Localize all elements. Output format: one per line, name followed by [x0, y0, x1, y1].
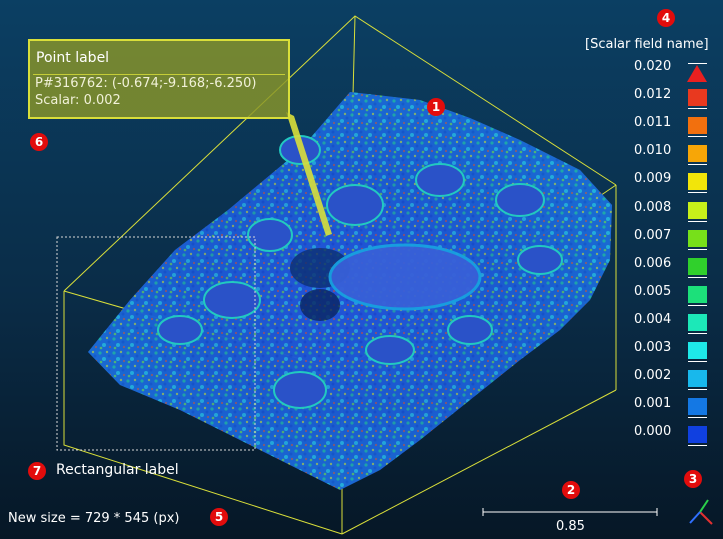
point-label-coords: P#316762: (-0.674;-9.168;-6.250) — [35, 76, 257, 91]
viewport-size-info: New size = 729 * 545 (px) — [8, 511, 180, 526]
color-scale-swatch — [688, 173, 707, 191]
badge-4: 4 — [657, 9, 675, 27]
point-label-scalar: Scalar: 0.002 — [35, 93, 121, 108]
color-scale-row: 0.004 — [0, 312, 723, 340]
color-scale-tick — [688, 136, 707, 138]
color-scale-row: 0.006 — [0, 256, 723, 284]
color-scale-row: 0.001 — [0, 396, 723, 424]
color-scale-value: 0.008 — [634, 199, 672, 215]
color-scale-value: 0.002 — [634, 368, 672, 384]
color-scale-row: 0.003 — [0, 340, 723, 368]
color-scale-value: 0.006 — [634, 255, 672, 271]
overflow-triangle-icon — [687, 65, 707, 82]
color-scale-row: 0.020 — [0, 59, 723, 87]
color-scale-value: 0.012 — [634, 87, 672, 103]
color-scale-row: 0.009 — [0, 171, 723, 199]
point-cloud — [88, 92, 612, 490]
color-scale-value: 0.003 — [634, 340, 672, 355]
color-scale-value: 0.004 — [634, 311, 672, 327]
color-scale-value: 0.005 — [634, 283, 672, 299]
color-scale-tick — [688, 304, 707, 306]
color-scale-value: 0.009 — [634, 171, 672, 187]
color-scale-swatch — [688, 285, 707, 303]
color-scale-tick — [688, 192, 707, 194]
scale-bar-value: 0.85 — [556, 519, 585, 534]
scale-bar — [482, 508, 658, 516]
color-scale-row: 0.005 — [0, 284, 723, 312]
color-scale-swatch — [688, 342, 707, 359]
color-scale-value: 0.011 — [634, 115, 672, 131]
color-scale-swatch — [688, 426, 707, 444]
point-label-separator — [33, 74, 285, 75]
color-scale-row: 0.007 — [0, 228, 723, 256]
color-scale-value: 0.001 — [634, 396, 672, 412]
color-scale-swatch — [688, 89, 707, 107]
rectangular-label-text: Rectangular label — [56, 462, 179, 478]
badge-7: 7 — [28, 462, 46, 480]
color-scale-tick — [688, 63, 707, 64]
color-scale-tick — [688, 361, 707, 362]
color-scale-tick — [688, 417, 707, 419]
color-scale-value: 0.010 — [634, 143, 672, 159]
color-scale-tick — [688, 389, 707, 391]
color-scale-tick — [688, 332, 707, 334]
color-scale-row: 0.000 — [0, 424, 723, 452]
badge-5: 5 — [210, 508, 228, 526]
color-scale-swatch — [688, 313, 707, 331]
badge-1: 1 — [427, 98, 445, 116]
color-scale-swatch — [688, 201, 707, 219]
badge-6: 6 — [30, 133, 48, 151]
color-scale-swatch — [688, 117, 707, 135]
axis-trihedron-icon — [689, 499, 713, 525]
color-scale-value: 0.000 — [634, 424, 672, 440]
point-label-leader — [286, 112, 332, 236]
badge-3: 3 — [684, 470, 702, 488]
color-scale-row: 0.011 — [0, 115, 723, 143]
color-scale-tick — [688, 220, 707, 222]
color-scale-swatch — [688, 257, 707, 275]
color-scale-swatch — [688, 398, 707, 416]
color-scale-tick — [688, 248, 707, 250]
color-scale-swatch — [688, 145, 707, 163]
color-scale-swatch — [688, 229, 707, 247]
point-label-title: Point label — [36, 50, 110, 66]
color-scale-title: [Scalar field name] — [585, 37, 709, 52]
color-scale-row: 0.012 — [0, 87, 723, 115]
color-scale-swatch — [688, 370, 707, 388]
badge-2: 2 — [562, 481, 580, 499]
color-scale-tick — [688, 164, 707, 166]
color-scale-row: 0.008 — [0, 200, 723, 228]
color-scale-row: 0.002 — [0, 368, 723, 396]
color-scale-row: 0.010 — [0, 143, 723, 171]
color-scale-tick — [688, 445, 707, 447]
color-scale-value: 0.007 — [634, 227, 672, 243]
color-scale-tick — [688, 276, 707, 278]
color-scale-value: 0.020 — [634, 59, 672, 74]
rectangular-label-box[interactable] — [56, 236, 256, 451]
point-label[interactable]: Point label P#316762: (-0.674;-9.168;-6.… — [28, 39, 290, 119]
color-scale-tick — [688, 108, 707, 110]
